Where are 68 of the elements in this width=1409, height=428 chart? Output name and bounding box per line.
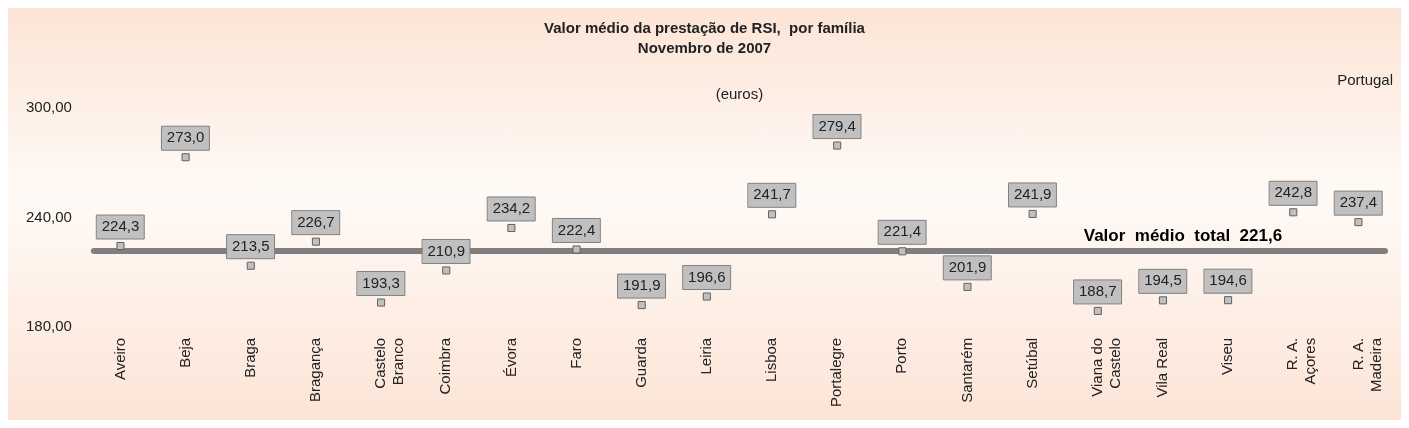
data-label: 191,9 — [622, 276, 661, 294]
data-label: 213,5 — [232, 236, 270, 254]
x-tick-label: Castelo Branco — [371, 337, 407, 389]
x-tick-label: Bragança — [306, 337, 324, 403]
point — [833, 141, 842, 150]
x-tick-label: Braga — [240, 337, 258, 378]
x-tick-label: Faro — [566, 337, 584, 369]
x-tick-label: Vila Real — [1153, 337, 1171, 398]
point — [767, 210, 777, 219]
x-tick-label: Portalegre — [827, 337, 845, 408]
ref-line-label: Valor médio total 221,6 — [1083, 225, 1283, 245]
data-label: 241,9 — [1013, 185, 1052, 203]
point — [572, 245, 581, 254]
chart-title: Valor médio da prestação de RSI, por família — [544, 19, 866, 37]
y-tick-label: 300,00 — [25, 98, 72, 116]
y-tick-label: 180,00 — [25, 316, 72, 334]
point — [1093, 306, 1102, 315]
x-tick-label: Évora — [501, 337, 519, 377]
x-tick-label: Beja — [175, 337, 193, 368]
x-tick-label: R. A. Madeira — [1348, 337, 1384, 392]
point — [442, 266, 451, 275]
data-label: 222,4 — [557, 220, 596, 238]
data-label: 273,0 — [166, 128, 205, 146]
data-label: 221,4 — [883, 222, 922, 240]
x-tick-label: Leiria — [697, 337, 714, 375]
point — [702, 292, 711, 301]
x-tick-label: R. A. Açores — [1283, 337, 1319, 385]
data-label: 188,7 — [1079, 282, 1117, 300]
point — [1028, 209, 1037, 218]
data-label: 196,6 — [688, 267, 726, 285]
data-label: 193,3 — [362, 273, 400, 291]
data-label: 241,7 — [753, 185, 791, 203]
point — [311, 237, 320, 246]
data-label: 234,2 — [492, 199, 531, 217]
x-tick-label: Viana do Castelo — [1087, 337, 1123, 397]
y-tick-label: 240,00 — [25, 207, 72, 225]
data-label: 210,9 — [427, 241, 466, 259]
text: Portugal — [1337, 71, 1393, 89]
data-label: 194,6 — [1209, 271, 1247, 289]
x-tick-label: Santarém — [957, 337, 975, 403]
data-label: 279,4 — [818, 116, 856, 134]
point — [1158, 296, 1167, 305]
point — [1224, 296, 1233, 305]
data-label: 237,4 — [1339, 193, 1378, 211]
point — [181, 153, 190, 162]
x-tick-label: Porto — [892, 337, 910, 374]
point — [116, 241, 125, 251]
x-tick-label: Guarda — [631, 337, 649, 388]
point — [377, 298, 386, 307]
x-tick-label: Setúbal — [1022, 337, 1040, 389]
x-tick-label: Coimbra — [436, 337, 454, 395]
data-label: 201,9 — [948, 258, 987, 275]
data-label: 242,8 — [1274, 183, 1313, 201]
data-label: 226,7 — [297, 212, 335, 230]
text: (euros) — [715, 85, 764, 103]
point — [246, 261, 255, 270]
data-label: 194,5 — [1144, 271, 1182, 289]
point — [637, 301, 646, 310]
x-tick-label: Lisboa — [762, 337, 780, 382]
point — [963, 282, 972, 291]
x-tick-label: Aveiro — [110, 337, 128, 381]
chart-subtitle: Novembro de 2007 — [637, 39, 772, 57]
data-label: 224,3 — [101, 217, 140, 235]
point — [898, 247, 907, 256]
point — [1289, 208, 1298, 217]
point — [1354, 218, 1363, 227]
point — [507, 223, 516, 233]
x-tick-label: Viseu — [1218, 337, 1236, 376]
